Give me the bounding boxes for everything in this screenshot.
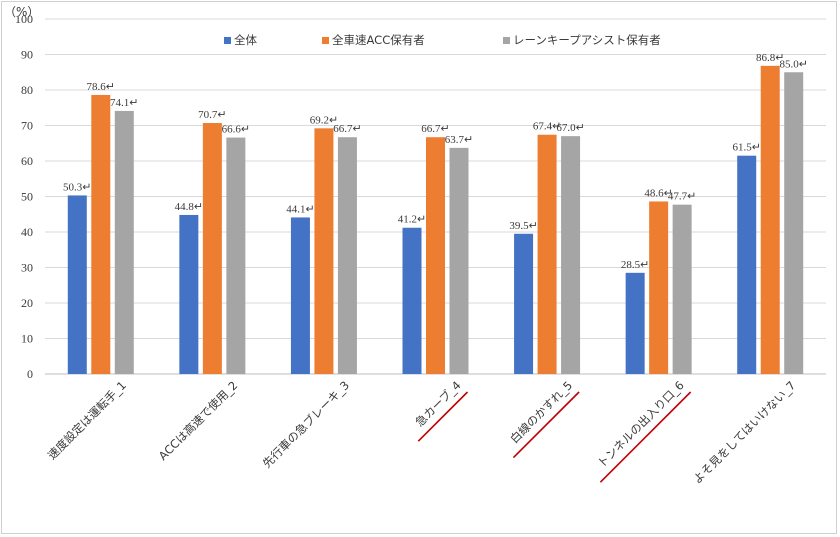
category-label: 先行車の急ブレーキ_3 <box>260 378 352 470</box>
y-tick-label: 0 <box>27 367 33 381</box>
bar <box>67 195 87 374</box>
y-tick-label: 100 <box>15 12 33 26</box>
category-underline <box>417 391 469 442</box>
y-tick-label: 60 <box>21 154 33 168</box>
data-label: 74.1↵ <box>110 97 138 109</box>
category-label: 速度設定は運転手_1 <box>45 378 129 462</box>
data-label: 47.7↵ <box>668 191 696 203</box>
bar <box>202 123 222 374</box>
y-tick-label: 10 <box>21 332 33 346</box>
data-label: 50.3↵ <box>63 181 91 193</box>
data-label: 67.4↵ <box>533 121 561 133</box>
bar <box>537 134 557 374</box>
bar <box>514 233 534 374</box>
bar <box>114 110 134 374</box>
bar <box>179 214 199 374</box>
legend-label: レーンキープアシスト保有者 <box>513 33 661 47</box>
y-tick-label: 80 <box>21 83 33 97</box>
data-label: 39.5↵ <box>509 220 537 232</box>
data-label: 66.7↵ <box>333 123 361 135</box>
data-label: 44.1↵ <box>286 203 314 215</box>
bar <box>91 94 111 374</box>
bar <box>672 204 692 374</box>
data-label: 63.7↵ <box>445 134 473 146</box>
y-tick-label: 50 <box>21 190 33 204</box>
data-label: 86.8↵ <box>756 52 784 64</box>
data-label: 44.8↵ <box>175 201 203 213</box>
bar <box>226 137 246 374</box>
y-axis-unit: （%） <box>4 5 39 19</box>
data-label: 78.6↵ <box>87 81 115 93</box>
gridlines <box>45 18 826 375</box>
data-label: 69.2↵ <box>310 114 338 126</box>
bar <box>649 201 669 374</box>
category-underline <box>599 391 692 483</box>
bar <box>760 65 780 375</box>
bar <box>449 147 469 374</box>
y-tick-label: 40 <box>21 225 33 239</box>
bar <box>561 136 581 374</box>
y-tick-label: 90 <box>21 48 33 62</box>
legend-swatch <box>503 37 510 44</box>
bar <box>784 72 804 374</box>
bar <box>426 137 445 374</box>
category-underline <box>512 391 580 459</box>
bar <box>290 217 310 374</box>
category-label: トンネルの出入り口_6 <box>595 378 687 470</box>
y-tick-label: 20 <box>21 296 33 310</box>
bar <box>737 155 757 374</box>
data-label: 28.5↵ <box>621 259 649 271</box>
bar <box>337 137 357 374</box>
bar <box>402 227 422 374</box>
category-labels: 速度設定は運転手_1 ACCは高速で使用_2 先行車の急ブレーキ_3 急カーブ_4 白線… <box>45 378 799 486</box>
y-axis-ticks: 0 10 20 30 40 50 60 70 80 90 100 <box>15 12 33 381</box>
data-label: 66.7↵ <box>421 123 449 135</box>
data-label: 70.7↵ <box>198 109 226 121</box>
bar <box>314 128 334 374</box>
bars <box>67 65 804 375</box>
data-label: 66.6↵ <box>222 124 250 136</box>
legend: 全体 全車速ACC保有者 レーンキープアシスト保有者 <box>224 33 661 47</box>
legend-label: 全体 <box>234 33 257 47</box>
legend-label: 全車速ACC保有者 <box>332 33 425 47</box>
data-label: 41.2↵ <box>398 214 426 226</box>
data-label: 67.0↵ <box>556 122 584 134</box>
category-label: よそ見をしてはいけない_7 <box>690 378 798 486</box>
y-tick-label: 30 <box>21 261 33 275</box>
data-label: 61.5↵ <box>732 142 760 154</box>
data-labels: 50.3↵ 78.6↵ 74.1↵ 44.8↵ 70.7↵ 66.6↵ 44.1↵ 69.2↵… <box>63 52 808 271</box>
category-label: ACCは高速で使用_2 <box>156 378 241 463</box>
category-label: 白線のかすれ_5 <box>507 378 575 446</box>
y-tick-label: 70 <box>21 119 33 133</box>
legend-swatch <box>322 37 329 44</box>
legend-swatch <box>224 37 231 44</box>
bar <box>625 272 645 374</box>
data-label: 85.0↵ <box>779 58 807 70</box>
data-label: 48.6↵ <box>644 187 672 199</box>
